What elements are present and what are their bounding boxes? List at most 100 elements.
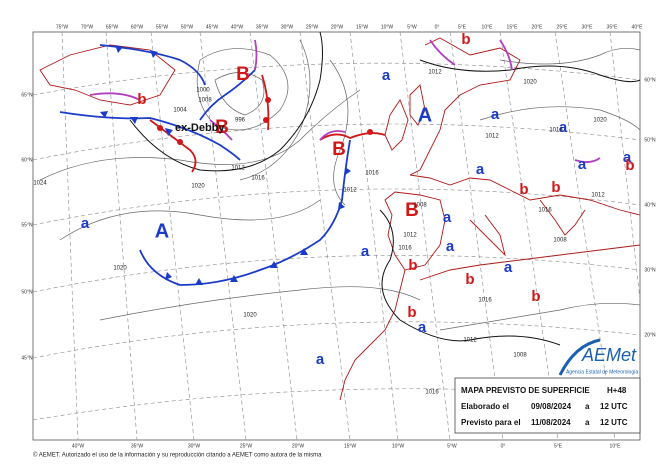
latitude-right: 50°N xyxy=(644,137,656,143)
longitude-bottom: 20°W xyxy=(292,443,305,449)
low-pressure-minor: b xyxy=(531,288,540,305)
legend-box: MAPA PREVISTO DE SUPERFICIE H+48 Elabora… xyxy=(454,377,641,434)
isobar-label: 1016 xyxy=(538,208,552,214)
high-pressure-minor: a xyxy=(443,209,452,226)
high-pressure-minor: a xyxy=(382,67,391,84)
longitude-top: 10°W xyxy=(381,24,394,30)
latitude-left: 50°N xyxy=(21,289,33,295)
longitude-top: 65°W xyxy=(106,24,119,30)
graticule xyxy=(32,31,641,441)
isobar-label: 1000 xyxy=(196,88,210,94)
isobar-label: 1016 xyxy=(549,128,563,134)
longitude-top: 20°W xyxy=(331,24,344,30)
isobar-label: 1012 xyxy=(485,134,499,140)
longitude-bottom: 25°W xyxy=(240,443,253,449)
issued-label: Elaborado el xyxy=(461,402,509,411)
longitude-top: 25°E xyxy=(557,24,569,30)
low-pressure-minor: b xyxy=(408,257,417,274)
longitude-bottom: 5°E xyxy=(554,443,563,449)
isobar-label: 1012 xyxy=(343,188,357,194)
longitude-top: 40°W xyxy=(231,24,244,30)
isobar-label: 1004 xyxy=(173,108,187,114)
box-range: H+48 xyxy=(607,386,627,395)
longitude-top: 70°W xyxy=(81,24,94,30)
logo-name: AEMet xyxy=(581,345,637,365)
isobar-label: 1016 xyxy=(478,298,492,304)
low-pressure-minor: b xyxy=(407,304,416,321)
low-pressure: B xyxy=(215,117,229,138)
longitude-top: 0° xyxy=(435,24,440,30)
latitude-left: 55°N xyxy=(21,222,33,228)
longitude-bottom: 10°E xyxy=(610,443,622,449)
copyright: © AEMET. Autorizado el uso de la informa… xyxy=(33,452,322,459)
isobar-label: 996 xyxy=(235,118,246,124)
isobar-label: 1012 xyxy=(428,70,442,76)
isobar-label: 1012 xyxy=(231,166,245,172)
longitude-bottom: 30°W xyxy=(188,443,201,449)
low-pressure-minor: b xyxy=(461,31,470,48)
latitude-left: 60°N xyxy=(21,157,33,163)
longitude-top: 25°W xyxy=(306,24,319,30)
low-pressure-minor: b xyxy=(137,91,146,108)
isobar-label: 1016 xyxy=(365,171,379,177)
longitude-top: 10°E xyxy=(482,24,494,30)
longitude-top: 15°E xyxy=(507,24,519,30)
isobar-label: 1012 xyxy=(591,193,605,199)
logo-subtitle: Agencia Estatal de Meteorología xyxy=(566,369,638,375)
valid-time: 12 UTC xyxy=(600,418,628,427)
high-pressure-minor: a xyxy=(446,238,455,255)
high-pressure-minor: a xyxy=(623,149,632,166)
issued-at: a xyxy=(585,402,590,411)
latitude-right: 60°N xyxy=(644,77,656,83)
longitude-top: 75°W xyxy=(56,24,69,30)
high-pressure-minor: a xyxy=(361,243,370,260)
isobar-label: 1008 xyxy=(413,203,427,209)
high-pressure-minor: a xyxy=(559,119,568,136)
longitude-top: 55°W xyxy=(156,24,169,30)
isobar-label: 1016 xyxy=(251,176,265,182)
longitude-top: 20°E xyxy=(532,24,544,30)
coastlines xyxy=(39,37,641,401)
isobar-label: 1012 xyxy=(463,338,477,344)
map-labels: 75°W 70°W 65°W 60°W 55°W 50°W 45°W 40°W 35°W 30°W… xyxy=(21,24,656,449)
latitude-right: 30°N xyxy=(644,267,656,273)
valid-at: a xyxy=(585,418,590,427)
low-pressure-minor: b xyxy=(519,181,528,198)
low-pressure-minor: b xyxy=(625,157,634,174)
longitude-bottom: 5°W xyxy=(447,443,457,449)
high-pressure-minor: a xyxy=(476,161,485,178)
longitude-top: 50°W xyxy=(181,24,194,30)
longitude-bottom: 15°W xyxy=(344,443,357,449)
isobar-label: 1020 xyxy=(243,313,257,319)
isobar-label: 1020 xyxy=(523,80,537,86)
logo: AEMet Agencia Estatal de Meteorología xyxy=(558,338,638,376)
isobar-label: 1012 xyxy=(403,233,417,239)
isobar-label: 1024 xyxy=(33,181,47,187)
isobar-label: 1008 xyxy=(198,98,212,104)
valid-label: Previsto para el xyxy=(461,418,521,427)
longitude-top: 30°E xyxy=(582,24,594,30)
low-pressure-minor: b xyxy=(465,271,474,288)
high-pressure-minor: a xyxy=(504,259,513,276)
high-pressure: A xyxy=(155,220,169,242)
issued-time: 12 UTC xyxy=(600,402,628,411)
low-pressure: B xyxy=(236,64,250,85)
high-pressure-minor: a xyxy=(81,215,90,232)
low-pressure: B xyxy=(332,139,346,160)
high-pressure: A xyxy=(418,104,432,126)
front-symbols xyxy=(100,45,351,285)
high-pressure-minor: a xyxy=(491,106,500,123)
isobar-label: 1020 xyxy=(113,266,127,272)
isobars xyxy=(39,39,641,331)
isobar-label: 1020 xyxy=(593,118,607,124)
longitude-top: 15°W xyxy=(356,24,369,30)
longitude-bottom: 35°W xyxy=(131,443,144,449)
isobar-label: 1008 xyxy=(553,238,567,244)
isobar-label: 1016 xyxy=(425,390,439,396)
low-pressure-minor: b xyxy=(551,179,560,196)
map-frame xyxy=(32,31,641,441)
longitude-bottom: 0° xyxy=(501,443,506,449)
latitude-right: 40°N xyxy=(644,202,656,208)
